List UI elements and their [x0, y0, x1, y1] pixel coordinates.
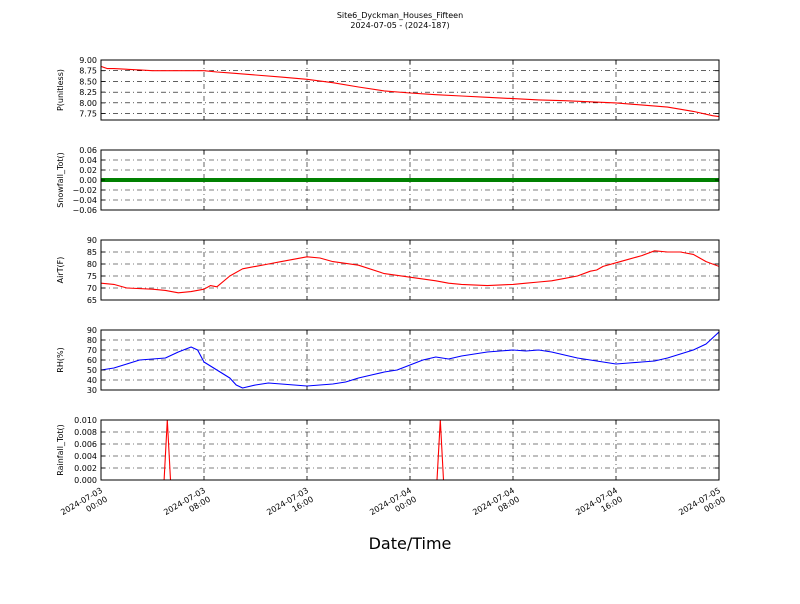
- x-tick-label: 2024-07-0300:00: [59, 486, 109, 526]
- y-tick-label: −0.06: [72, 206, 97, 215]
- y-axis-label: AirT(F): [56, 257, 65, 284]
- y-tick-label: 65: [87, 296, 97, 305]
- y-tick-label: 0.06: [79, 146, 97, 155]
- y-tick-label: 75: [87, 272, 97, 281]
- y-tick-label: 8.75: [79, 67, 97, 76]
- y-tick-label: 8.00: [79, 99, 97, 108]
- y-tick-label: 50: [87, 366, 97, 375]
- y-tick-label: 90: [87, 236, 97, 245]
- y-tick-label: 0.004: [74, 452, 97, 461]
- x-tick-label: 2024-07-0308:00: [162, 486, 212, 526]
- series-line-4-1: [101, 331, 719, 389]
- subplot-1: 9.00 8.758.50 8.25 8.00 7.75 P(unitless): [56, 56, 720, 121]
- series-line-1-1: [101, 65, 719, 118]
- y-tick-label: −0.04: [72, 196, 97, 205]
- y-tick-label: 8.25: [79, 88, 97, 97]
- y-tick-label: 0.02: [79, 166, 97, 175]
- subplot-2: 0.060.040.020.00−0.02−0.04−0.06 Snowfall_…: [56, 146, 720, 215]
- y-tick-label: 0.006: [74, 440, 97, 449]
- x-axis-label: Date/Time: [368, 534, 452, 553]
- y-tick-label: 0.00: [79, 176, 97, 185]
- y-tick-label: 70: [87, 284, 97, 293]
- x-tick-label: 2024-07-0316:00: [265, 486, 315, 526]
- y-tick-label: 70: [87, 346, 97, 355]
- x-tick-label: 2024-07-0408:00: [471, 486, 521, 526]
- y-axis-label: Rainfall_Tot(): [56, 424, 65, 476]
- subplot-3: 90 85 80 75 70 65 AirT(F): [56, 236, 720, 305]
- y-tick-label: 7.75: [79, 110, 97, 119]
- series-line-5-1: [101, 420, 719, 480]
- y-tick-label: 0.010: [74, 416, 97, 425]
- y-tick-label: 0.002: [74, 464, 97, 473]
- y-tick-label: 9.00: [79, 56, 97, 65]
- y-tick-label: 0.008: [74, 428, 97, 437]
- y-tick-label: 0.000: [74, 476, 97, 485]
- y-tick-label: 40: [87, 376, 97, 385]
- y-tick-label: 80: [87, 260, 97, 269]
- y-axis-label: Snowfall_Tot(): [56, 152, 65, 208]
- y-tick-label: 0.04: [79, 156, 97, 165]
- y-axis-label: P(unitless): [56, 69, 65, 111]
- chart-subtitle: 2024-07-05 - (2024-187): [350, 21, 450, 30]
- subplot-5: 0.010 0.008 0.006 0.004 0.002 0.000 Rainfall_T…: [56, 416, 720, 485]
- y-tick-label: −0.02: [72, 186, 97, 195]
- y-tick-label: 30: [87, 386, 97, 395]
- x-tick-label: 2024-07-0500:00: [677, 486, 727, 526]
- y-tick-label: 8.50: [79, 77, 97, 86]
- x-tick-label: 2024-07-0416:00: [574, 486, 624, 526]
- y-tick-label: 90: [87, 326, 97, 335]
- x-tick-label: 2024-07-0400:00: [368, 486, 418, 526]
- series-line-3-1: [101, 250, 719, 294]
- chart-title: Site6_Dyckman_Houses_Fifteen: [336, 11, 464, 20]
- y-axis-label: RH(%): [56, 347, 65, 372]
- y-tick-label: 85: [87, 248, 97, 257]
- y-tick-label: 80: [87, 336, 97, 345]
- y-tick-label: 60: [87, 356, 97, 365]
